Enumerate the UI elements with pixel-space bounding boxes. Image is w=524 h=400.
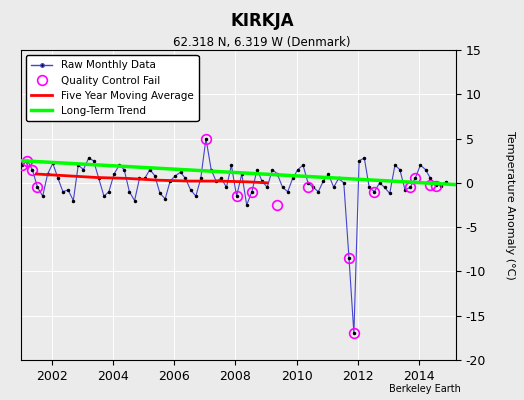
- Legend: Raw Monthly Data, Quality Control Fail, Five Year Moving Average, Long-Term Tren: Raw Monthly Data, Quality Control Fail, …: [26, 55, 199, 121]
- Y-axis label: Temperature Anomaly (°C): Temperature Anomaly (°C): [506, 131, 516, 279]
- Text: 62.318 N, 6.319 W (Denmark): 62.318 N, 6.319 W (Denmark): [173, 36, 351, 49]
- Text: Berkeley Earth: Berkeley Earth: [389, 384, 461, 394]
- Text: KIRKJA: KIRKJA: [230, 12, 294, 30]
